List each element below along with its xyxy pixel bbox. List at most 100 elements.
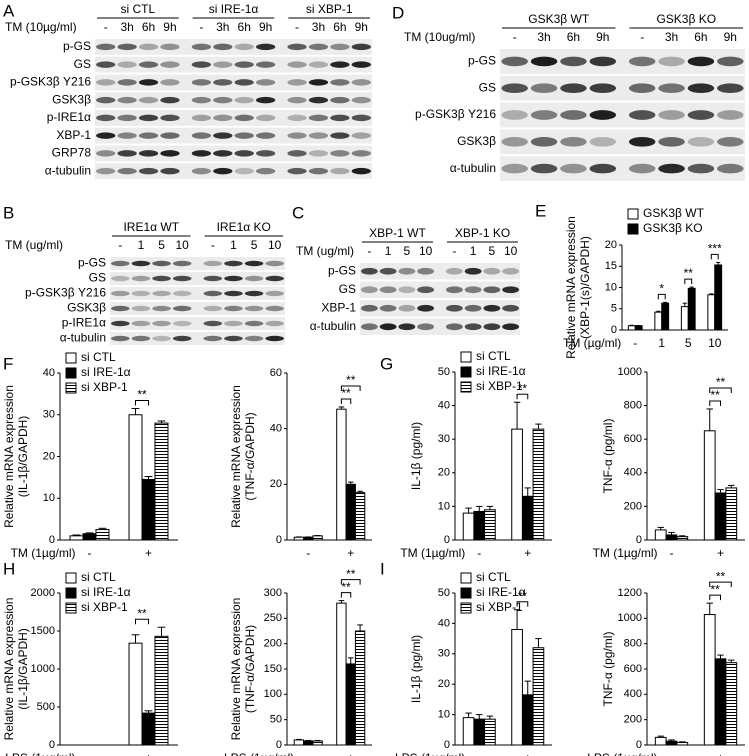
blot-band [234,167,254,175]
blot-band [138,96,159,104]
blot-band [138,150,159,157]
blot-band [360,267,378,275]
x-tick-label: + [145,546,152,560]
lane-label: 10 [419,244,433,258]
bar [95,529,110,541]
blot-band [160,167,180,175]
group-label: GSK3β KO [656,12,716,26]
blot-band [203,260,223,267]
blot-band [483,267,501,275]
blot-band [628,110,656,120]
error-bar [535,423,542,430]
blot-band [717,110,744,120]
x-tick-label: + [717,546,724,560]
error-bar [706,408,713,431]
error-bar [728,659,735,663]
blot-strip [360,281,520,298]
blot-band [308,150,329,157]
blot-band [483,286,501,294]
lane-label: 9h [259,20,272,34]
blot-strip [110,317,285,330]
blot-band [191,150,212,157]
blot-row-label: p-GS [468,54,496,68]
blot-band [152,335,171,342]
blot-band [244,320,264,327]
blot-band [501,163,528,174]
blot-row-label: GSK3β [67,301,106,315]
blot-band [203,290,223,297]
legend-swatch [460,381,472,393]
y-axis-label: (IL-1β/GAPDH) [16,416,30,498]
y-tick-label: 10 [43,492,55,504]
blot-strip [95,145,372,162]
blot-band [224,335,243,342]
blot-band [117,79,137,86]
blot-band [138,43,159,51]
blot-row-label: GS [89,271,106,285]
y-tick-label: 250 [264,612,282,624]
y-tick-label: 0 [276,534,282,546]
y-tick-label: 0 [444,739,450,751]
lane-label: 1 [385,244,392,258]
panel-letter: H [3,559,15,578]
y-tick-label: 10 [438,500,450,512]
blot-band [287,114,307,122]
lane-label: - [295,20,299,34]
y-tick-label: 200 [264,638,282,650]
error-bar [131,407,140,415]
blot-band [96,114,116,122]
blot-band [330,96,350,104]
lane-label: 5 [404,244,411,258]
blot-band [96,43,116,51]
blot-band [445,304,463,312]
bar [703,430,716,541]
y-axis-label: Relative mRNA expression [2,598,16,741]
lane-label: - [640,30,644,44]
legend-swatch [460,602,472,614]
bar [69,535,84,541]
bar [707,294,716,331]
error-bar [728,484,735,488]
y-axis-label: IL-1β (pg/ml) [409,422,423,490]
bar [680,306,689,331]
blot-band [224,260,243,267]
legend-label: si XBP-1 [81,600,128,614]
blot-band [117,61,137,68]
blot-band [234,96,254,104]
error-bar [72,534,81,536]
blot-row-label: p-GSK3β Y216 [25,286,106,300]
blot-band [360,286,378,294]
blot-band [160,114,180,122]
bar [128,642,143,746]
y-tick-label: 500 [37,701,55,713]
bar [484,509,496,541]
y-tick-label: 60 [270,367,282,379]
blot-band [351,167,371,175]
bar [473,718,486,746]
blot-row-label: GS [339,282,356,296]
x-tick-label: + [145,751,152,756]
blot-band [379,323,397,331]
y-tick-label: 0 [49,739,55,751]
blot-band [96,150,116,157]
blot-band [530,163,558,174]
bar [336,602,347,746]
significance-label: ** [716,569,726,583]
y-tick-label: 600 [624,433,642,445]
y-axis-label: TNF-α (pg/ml) [601,632,615,707]
significance-bracket [516,601,529,607]
y-tick-label: 1500 [31,625,55,637]
blot-band [308,79,329,86]
blot-band [255,150,276,157]
bar [293,536,305,541]
x-axis-label: LPS (1µg/ml) [5,751,75,756]
blot-band [138,61,159,68]
panel-letter: D [392,3,404,22]
y-tick-label: 1000 [618,366,642,378]
x-axis-label: TM (1µg/ml) [593,546,658,560]
x-tick-label: - [670,751,674,756]
blot-strip [95,92,372,108]
blot-strip [95,74,372,91]
y-tick-label: 20 [438,678,450,690]
blot-band [131,290,151,297]
